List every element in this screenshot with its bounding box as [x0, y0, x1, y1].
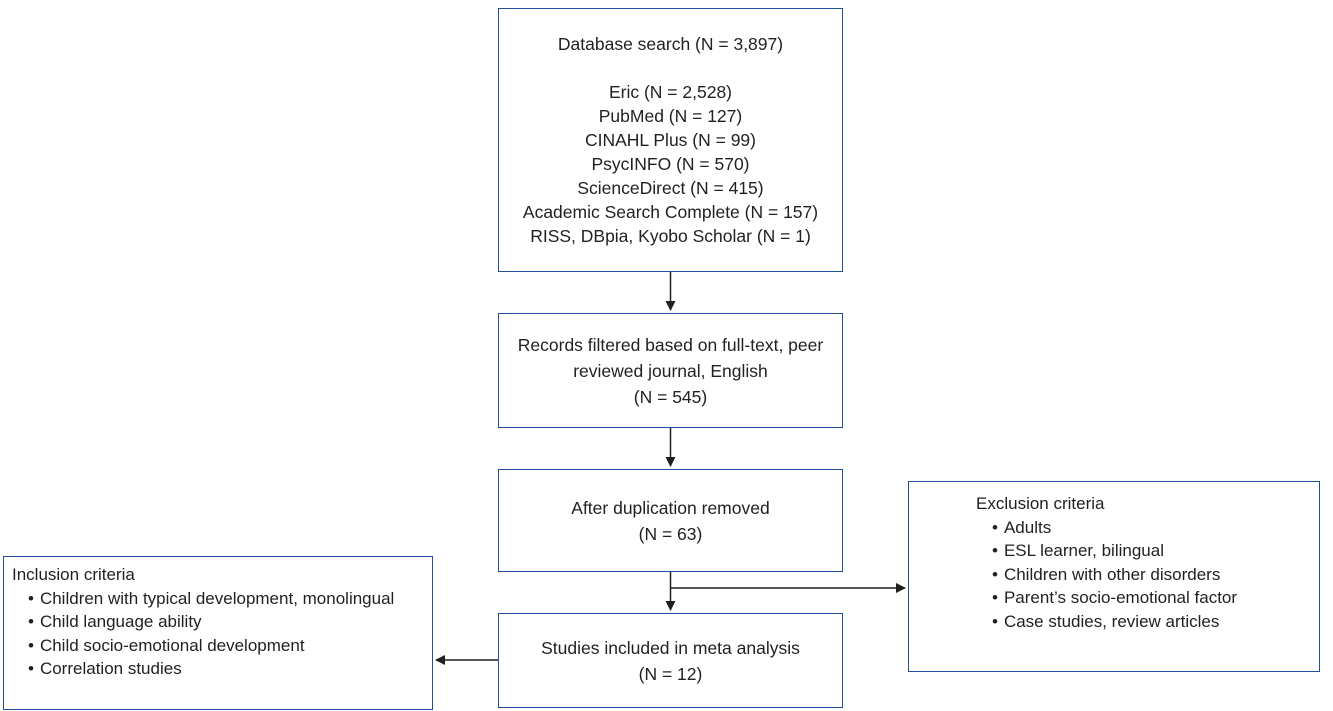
inclusion-list: Children with typical development, monol…	[12, 587, 432, 681]
filtered-text-line2: reviewed journal, English	[573, 360, 768, 381]
source-academic-search: Academic Search Complete (N = 157)	[522, 202, 819, 222]
exclusion-heading: Exclusion criteria	[976, 494, 1105, 513]
duplication-count: (N = 63)	[638, 523, 703, 544]
duplication-removed-box: After duplication removed (N = 63)	[498, 469, 843, 572]
source-pubmed: PubMed (N = 127)	[598, 106, 743, 126]
inclusion-criteria-box: Inclusion criteria Children with typical…	[3, 556, 433, 710]
filtered-text-line1: Records filtered based on full-text, pee…	[517, 334, 824, 355]
database-search-title: Database search (N = 3,897)	[557, 34, 784, 54]
source-korean-databases: RISS, DBpia, Kyobo Scholar (N = 1)	[530, 226, 811, 246]
source-sciencedirect: ScienceDirect (N = 415)	[577, 178, 764, 198]
exclusion-list: Adults ESL learner, bilingual Children w…	[976, 516, 1319, 634]
included-label: Studies included in meta analysis	[541, 637, 800, 658]
inclusion-heading: Inclusion criteria	[12, 565, 135, 584]
exclusion-item: Adults	[976, 516, 1319, 540]
inclusion-item: Child language ability	[12, 610, 432, 634]
included-count: (N = 12)	[638, 663, 703, 684]
source-cinahl: CINAHL Plus (N = 99)	[584, 130, 756, 150]
exclusion-item: Case studies, review articles	[976, 610, 1319, 634]
filtered-count: (N = 545)	[633, 386, 708, 407]
source-psycinfo: PsycINFO (N = 570)	[591, 154, 750, 174]
exclusion-criteria-box: Exclusion criteria Adults ESL learner, b…	[908, 481, 1320, 672]
studies-included-box: Studies included in meta analysis (N = 1…	[498, 613, 843, 708]
inclusion-item: Correlation studies	[12, 657, 432, 681]
records-filtered-box: Records filtered based on full-text, pee…	[498, 313, 843, 428]
duplication-label: After duplication removed	[571, 497, 770, 518]
source-eric: Eric (N = 2,528)	[608, 82, 733, 102]
exclusion-item: Children with other disorders	[976, 563, 1319, 587]
inclusion-item: Child socio-emotional development	[12, 634, 432, 658]
exclusion-item: ESL learner, bilingual	[976, 539, 1319, 563]
inclusion-item: Children with typical development, monol…	[12, 587, 432, 611]
database-search-box: Database search (N = 3,897) Eric (N = 2,…	[498, 8, 843, 272]
exclusion-item: Parent’s socio-emotional factor	[976, 586, 1319, 610]
